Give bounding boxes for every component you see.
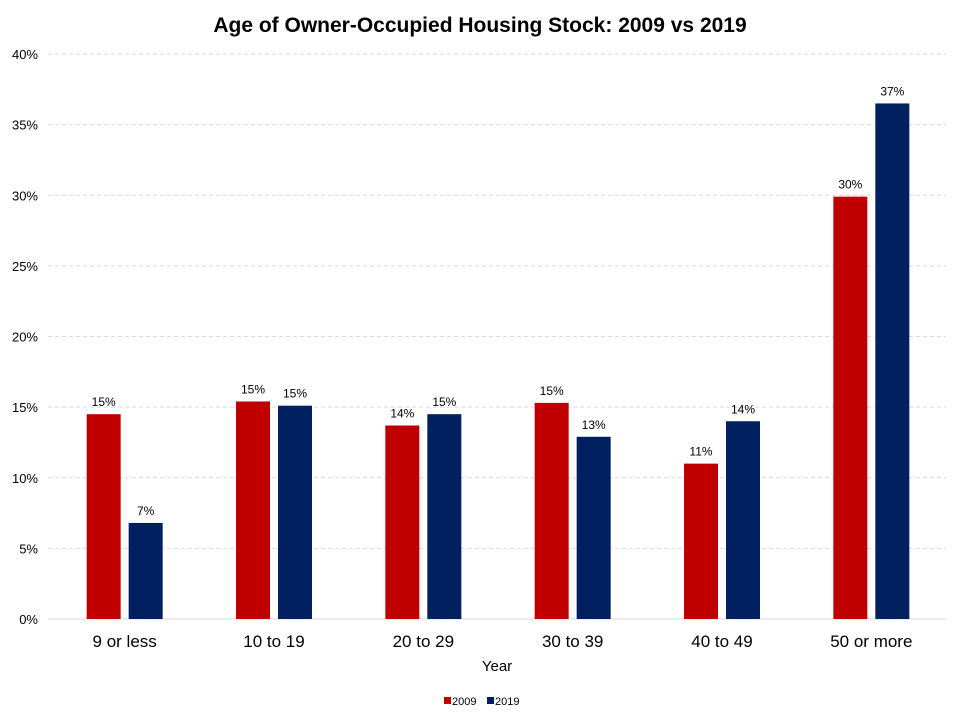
legend-label-2009: 2009 [452,696,476,708]
x-tick-label: 50 or more [830,632,912,651]
gridlines [48,53,946,620]
data-label-2009-2: 15% [241,382,265,396]
chart-title: Age of Owner-Occupied Housing Stock: 200… [213,14,746,37]
legend-label-2019: 2019 [495,696,519,708]
x-axis-label: Year [482,658,512,675]
y-tick-label: 20% [12,330,38,345]
data-label-2009-6: 30% [838,178,862,192]
bar-2019-6 [875,103,910,619]
data-label-2009-3: 14% [390,406,414,420]
legend-swatch-2009 [444,697,451,704]
legend: 2009 2019 [444,696,519,708]
data-label-2019-5: 14% [731,402,755,416]
y-tick-label: 40% [12,47,38,62]
bar-2009-2 [236,401,270,619]
x-tick-label: 30 to 39 [542,632,603,651]
bar-2009-6 [833,196,868,619]
bar-2009-4 [534,402,569,619]
data-label-2019-2: 15% [283,387,307,401]
data-label-2009-4: 15% [540,384,564,398]
y-tick-label: 30% [12,188,38,203]
bar-2019-2 [278,405,312,619]
data-label-2009-1: 15% [92,395,116,409]
bar-2009-3 [385,425,420,619]
x-tick-label: 20 to 29 [393,632,454,651]
x-tick-label: 9 or less [93,632,157,651]
y-tick-label: 10% [12,471,38,486]
data-label-2019-1: 7% [137,504,155,518]
data-label-2019-6: 37% [880,84,904,98]
data-label-2019-3: 15% [432,395,456,409]
x-axis: 9 or less 10 to 19 20 to 29 30 to 39 40 to 4… [93,632,913,651]
data-label-2019-4: 13% [582,418,606,432]
y-tick-label: 5% [19,541,38,556]
bar-2019-5 [726,421,760,619]
bar-2009-1 [86,414,121,619]
y-tick-label: 15% [12,400,38,415]
y-axis: 0% 5% 10% 15% 20% 25% 30% 35% 40% [12,47,38,627]
x-tick-label: 10 to 19 [243,632,304,651]
y-tick-label: 35% [12,118,38,133]
y-tick-label: 25% [12,259,38,274]
bar-2009-5 [684,463,718,619]
bar-2019-4 [576,436,611,619]
data-labels: 15% 7% 15% 15% 14% 15% 15% 13% 11% 14% 30% 37% [92,84,905,518]
bar-2019-1 [128,522,163,619]
x-tick-label: 40 to 49 [691,632,752,651]
bar-2019-3 [427,414,462,619]
y-tick-label: 0% [19,612,38,627]
bars [86,103,910,619]
data-label-2009-5: 11% [689,445,712,459]
legend-swatch-2019 [487,697,494,704]
